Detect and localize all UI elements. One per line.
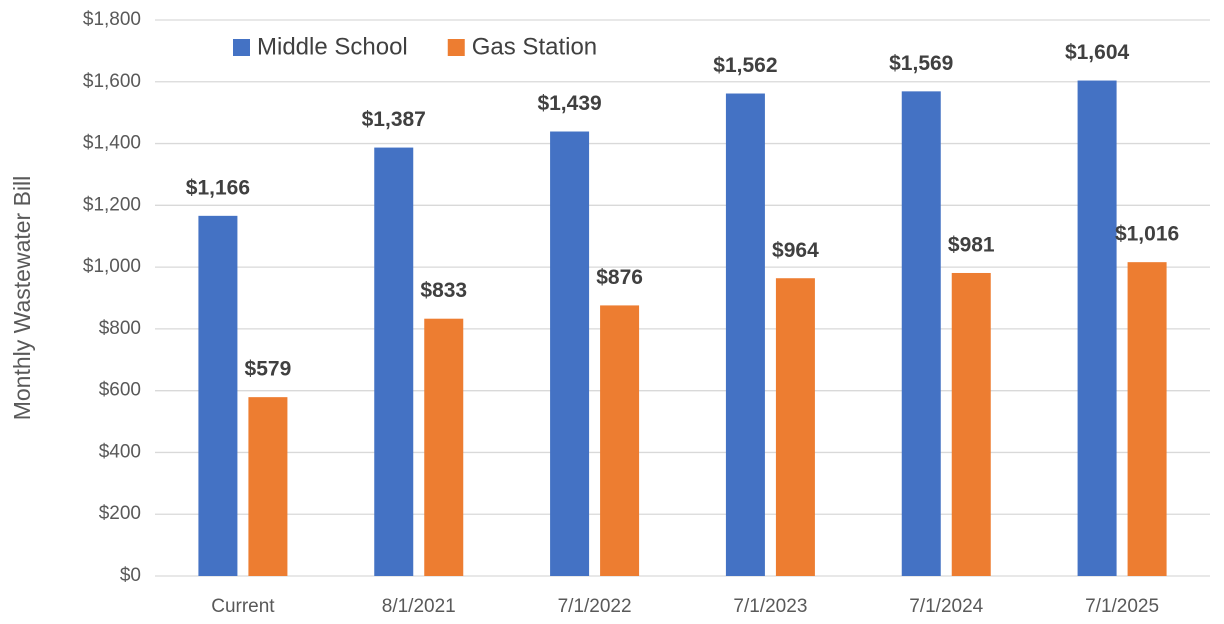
bar (424, 318, 464, 576)
bar (1077, 80, 1117, 576)
y-tick-label: $1,200 (83, 194, 141, 215)
y-tick-label: $800 (99, 318, 141, 339)
x-tick-label: 7/1/2024 (909, 596, 983, 617)
data-label: $579 (245, 358, 292, 381)
y-tick-label: $1,000 (83, 256, 141, 277)
bar (725, 93, 765, 576)
x-tick-label: 7/1/2023 (733, 596, 807, 617)
x-tick-label: 8/1/2021 (382, 596, 456, 617)
data-label: $1,569 (889, 52, 953, 75)
legend-swatch (233, 39, 250, 56)
y-tick-label: $400 (99, 441, 141, 462)
y-tick-label: $1,800 (83, 9, 141, 30)
bar (775, 278, 815, 576)
bar (374, 147, 414, 576)
data-label: $1,016 (1115, 223, 1179, 246)
bar (1127, 262, 1167, 576)
x-tick-label: 7/1/2025 (1085, 596, 1159, 617)
y-tick-label: $1,400 (83, 133, 141, 154)
bar (600, 305, 640, 576)
data-label: $1,604 (1065, 41, 1130, 64)
legend-label: Gas Station (472, 33, 597, 60)
legend-swatch (447, 39, 465, 56)
data-label: $964 (772, 239, 819, 262)
x-tick-label: Current (211, 596, 275, 617)
y-tick-label: $200 (99, 503, 141, 524)
y-tick-label: $1,600 (83, 71, 141, 92)
y-tick-label: $600 (99, 380, 141, 401)
y-axis-title: Monthly Wastewater Bill (9, 176, 35, 421)
bar (198, 215, 238, 576)
data-label: $981 (948, 234, 995, 257)
data-label: $1,562 (713, 54, 777, 77)
data-label: $1,166 (186, 176, 250, 199)
x-tick-label: 7/1/2022 (558, 596, 632, 617)
bar (901, 91, 941, 576)
y-tick-label: $0 (120, 565, 141, 586)
bar (248, 397, 288, 576)
data-label: $876 (596, 266, 643, 289)
bar (951, 272, 991, 576)
bar (550, 131, 590, 576)
data-label: $1,387 (362, 108, 426, 131)
data-label: $1,439 (537, 92, 601, 115)
legend-label: Middle School (257, 33, 408, 60)
data-label: $833 (420, 279, 467, 302)
